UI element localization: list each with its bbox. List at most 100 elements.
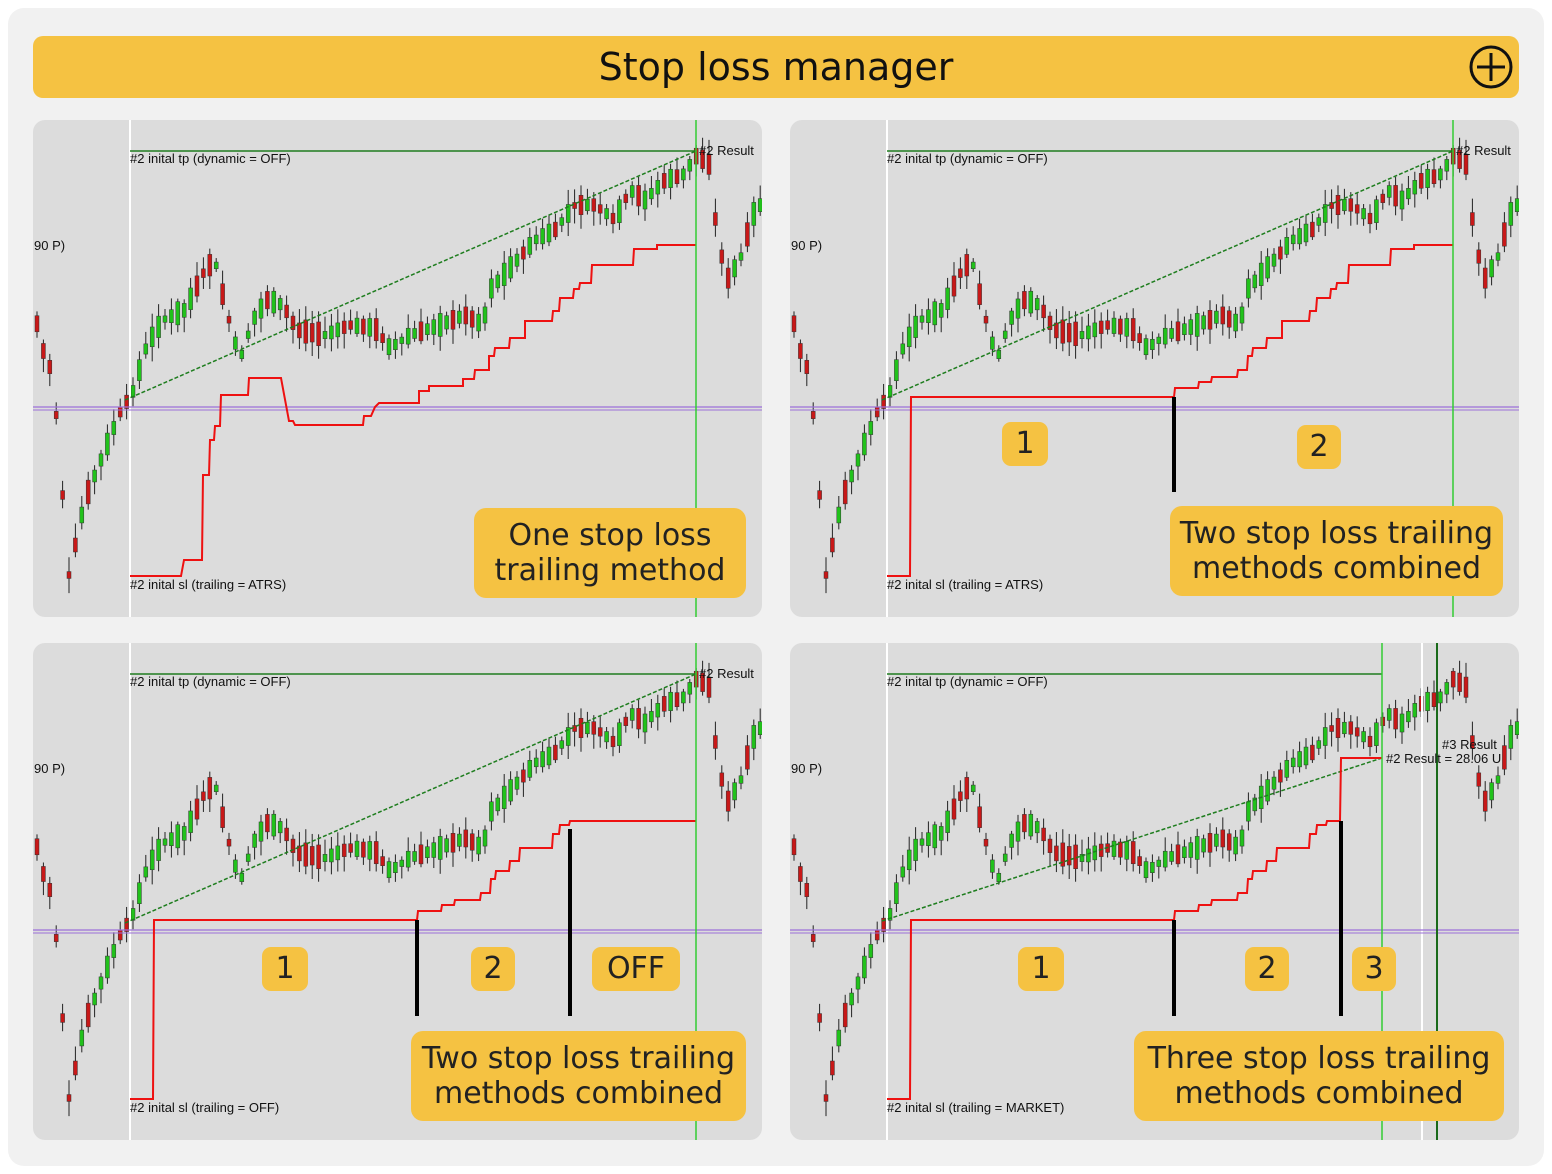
candle-body	[1406, 711, 1411, 723]
caption-box: Two stop loss trailing methods combined	[1170, 506, 1503, 596]
candle-body	[932, 824, 938, 849]
candle-body	[738, 252, 744, 261]
candle-body	[1476, 249, 1482, 264]
candle-body	[617, 199, 622, 223]
candle-body	[1015, 821, 1021, 842]
candle-body	[862, 432, 867, 456]
candle-body	[751, 725, 757, 749]
candle-body	[60, 1013, 65, 1023]
candle-body	[1348, 721, 1354, 735]
candle-body	[1182, 846, 1187, 858]
candle-body	[919, 315, 925, 323]
candlestick-series	[791, 660, 1519, 1117]
candle-body	[823, 1094, 829, 1102]
candle-body	[990, 859, 995, 873]
candle-body	[194, 798, 200, 820]
tp-label: #2 inital tp (dynamic = OFF)	[130, 674, 291, 689]
candle-body	[597, 204, 603, 214]
candle-body	[463, 829, 469, 848]
candle-body	[1386, 185, 1392, 198]
candle-body	[476, 313, 481, 332]
candle-body	[1322, 727, 1328, 746]
candle-body	[713, 735, 718, 749]
candle-body	[226, 315, 232, 324]
candle-body	[674, 692, 680, 707]
candle-body	[1124, 318, 1130, 337]
candle-body	[1156, 859, 1162, 867]
candle-body	[1335, 717, 1341, 739]
candle-body	[1265, 779, 1270, 802]
candle-body	[124, 917, 129, 932]
candle-body	[874, 929, 880, 941]
candle-body	[92, 992, 97, 1006]
candle-body	[489, 801, 494, 822]
candle-body	[1450, 670, 1456, 688]
candle-body	[501, 785, 507, 809]
candle-body	[1156, 336, 1162, 344]
candle-body	[1169, 851, 1174, 862]
candle-body	[1278, 246, 1283, 260]
candle-body	[970, 261, 976, 269]
candle-body	[1092, 322, 1098, 338]
candle-body	[1322, 204, 1328, 223]
candle-body	[757, 721, 762, 735]
candle-body	[1284, 237, 1290, 255]
candle-body	[1418, 173, 1424, 189]
candle-body	[1111, 317, 1117, 334]
circle-plus-icon[interactable]	[1469, 45, 1513, 89]
candle-body	[855, 453, 861, 467]
candle-body	[810, 934, 816, 942]
stage-badge-off: OFF	[592, 947, 680, 991]
trailing-sl-line	[130, 244, 696, 577]
candle-body	[591, 721, 597, 735]
candle-body	[463, 306, 469, 325]
candle-body	[823, 571, 829, 579]
candle-body	[951, 798, 957, 820]
candle-body	[1508, 202, 1514, 226]
candle-body	[1028, 290, 1034, 314]
candle-body	[1278, 769, 1283, 783]
candle-body	[836, 506, 842, 524]
candle-body	[1457, 672, 1462, 692]
candle-body	[1482, 267, 1488, 289]
candle-body	[156, 315, 161, 338]
price-axis-label: 90 P)	[34, 238, 65, 253]
price-chart: #2 inital tp (dynamic = OFF) #2 inital s…	[790, 643, 1519, 1140]
candle-body	[277, 298, 283, 311]
tp-label: #2 inital tp (dynamic = OFF)	[887, 151, 1048, 166]
candle-body	[1367, 735, 1373, 748]
candle-body	[617, 722, 622, 746]
candle-body	[1444, 682, 1450, 695]
tp-label: #2 inital tp (dynamic = OFF)	[887, 674, 1048, 689]
candle-body	[143, 343, 149, 355]
candle-body	[476, 836, 481, 855]
candle-body	[791, 315, 797, 333]
candle-body	[1495, 252, 1501, 261]
candle-body	[1201, 315, 1206, 330]
candle-body	[1290, 234, 1296, 245]
candle-body	[1470, 212, 1475, 226]
candle-body	[418, 844, 424, 865]
candle-body	[41, 866, 46, 882]
candle-body	[964, 777, 970, 800]
candle-body	[1354, 204, 1360, 214]
candle-body	[1271, 776, 1277, 790]
candle-body	[130, 385, 136, 398]
candle-body	[836, 1029, 842, 1047]
candle-body	[457, 833, 462, 847]
candle-body	[53, 934, 59, 942]
candle-body	[1303, 746, 1309, 766]
candle-body	[1476, 772, 1482, 787]
candle-body	[1303, 223, 1309, 243]
candle-body	[610, 735, 616, 748]
price-axis-label: 90 P)	[791, 761, 822, 776]
candle-body	[1034, 298, 1040, 311]
candle-body	[706, 676, 712, 698]
candle-body	[926, 309, 931, 323]
candle-body	[1348, 198, 1354, 212]
candle-body	[1028, 813, 1034, 837]
candle-body	[348, 320, 353, 330]
candle-body	[1342, 198, 1347, 212]
candle-body	[85, 1002, 91, 1028]
candle-body	[265, 814, 270, 833]
